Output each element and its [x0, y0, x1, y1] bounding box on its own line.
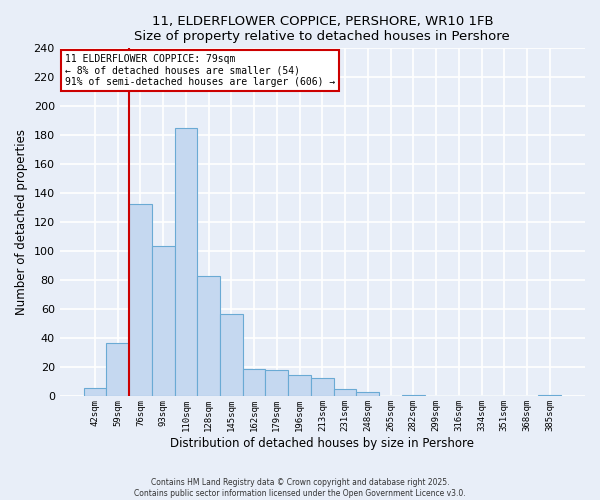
Bar: [288, 374, 311, 396]
Bar: [175, 128, 197, 396]
Text: 11 ELDERFLOWER COPPICE: 79sqm
← 8% of detached houses are smaller (54)
91% of se: 11 ELDERFLOWER COPPICE: 79sqm ← 8% of de…: [65, 54, 335, 87]
Bar: [356, 392, 379, 396]
Bar: [129, 204, 152, 396]
Bar: [220, 314, 243, 396]
Bar: [334, 389, 356, 396]
Bar: [197, 276, 220, 396]
Bar: [265, 370, 288, 396]
Bar: [243, 369, 265, 396]
Bar: [106, 343, 129, 396]
Bar: [311, 378, 334, 396]
Text: Contains HM Land Registry data © Crown copyright and database right 2025.
Contai: Contains HM Land Registry data © Crown c…: [134, 478, 466, 498]
Bar: [83, 388, 106, 396]
Title: 11, ELDERFLOWER COPPICE, PERSHORE, WR10 1FB
Size of property relative to detache: 11, ELDERFLOWER COPPICE, PERSHORE, WR10 …: [134, 15, 510, 43]
Y-axis label: Number of detached properties: Number of detached properties: [15, 130, 28, 316]
Bar: [538, 395, 561, 396]
X-axis label: Distribution of detached houses by size in Pershore: Distribution of detached houses by size …: [170, 437, 475, 450]
Bar: [402, 395, 425, 396]
Bar: [152, 246, 175, 396]
